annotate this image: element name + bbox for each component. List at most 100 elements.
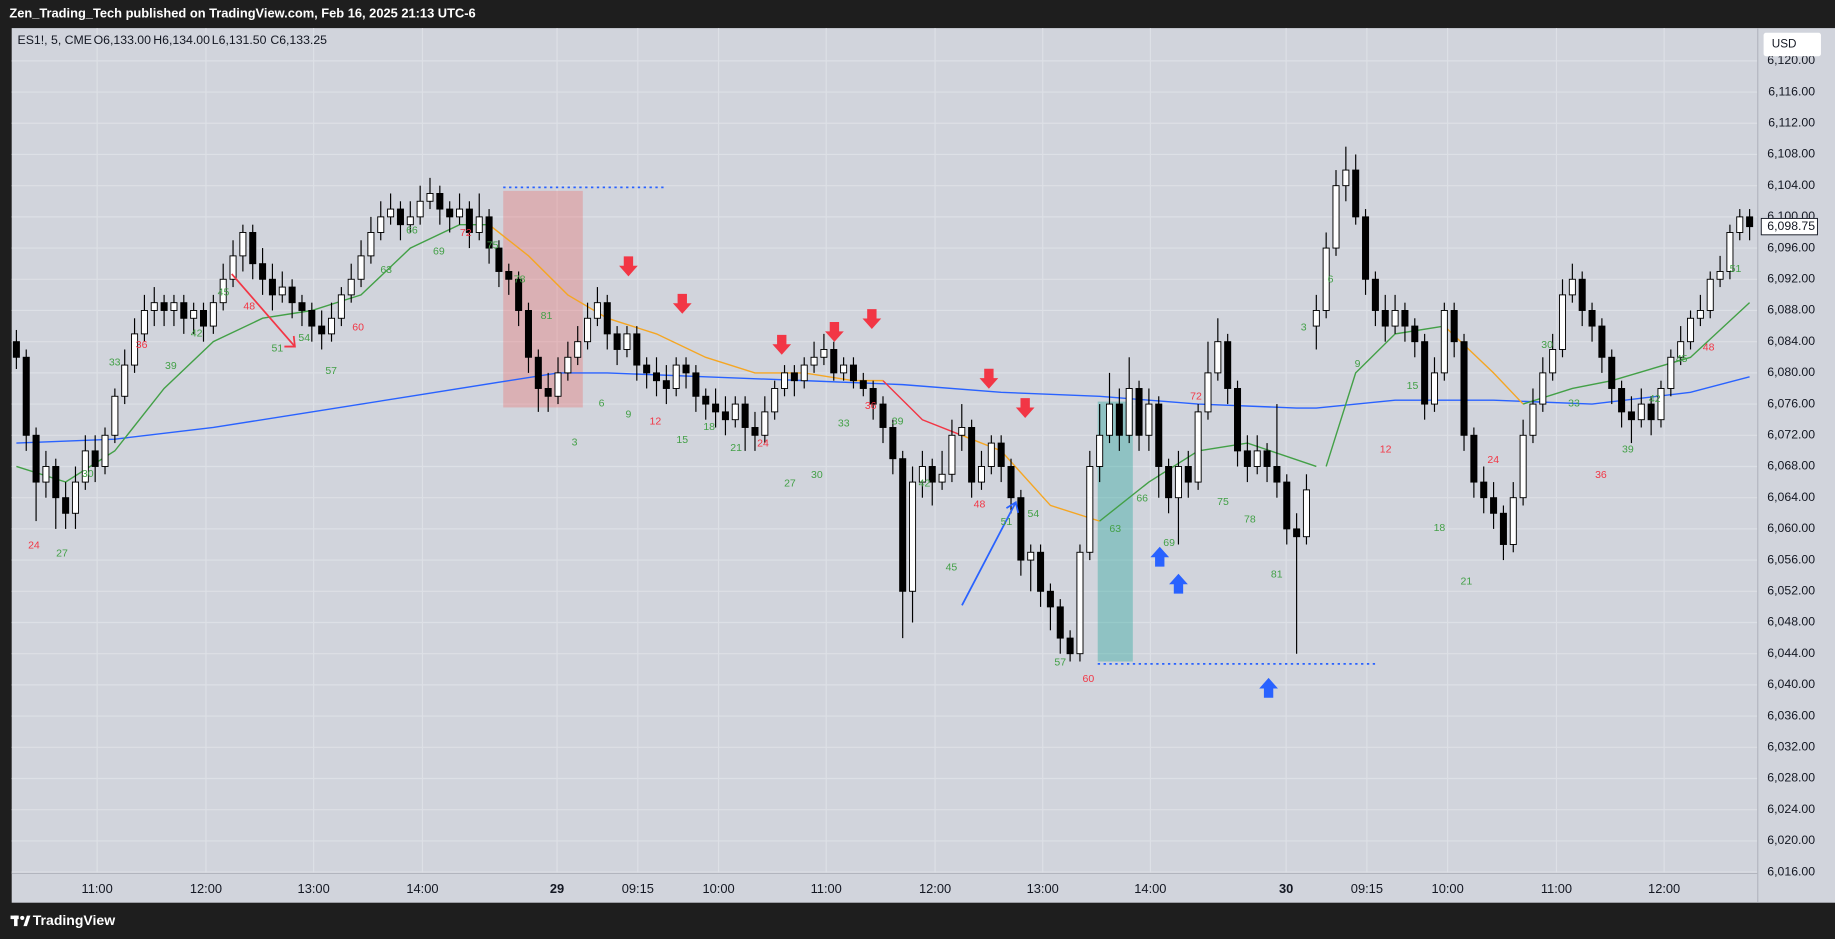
x-tick-label: 13:00	[298, 881, 330, 896]
bar-count-label: 9	[626, 408, 632, 420]
candle-body	[1145, 403, 1153, 436]
candle-body	[1125, 388, 1133, 436]
logo-part	[14, 915, 18, 927]
candle-body	[840, 364, 848, 374]
candle-body	[1716, 271, 1724, 280]
candle-body	[71, 481, 79, 514]
bar-count-label: 12	[1380, 443, 1392, 455]
candle-body	[101, 434, 109, 467]
ohlc-open: O6,133.00	[94, 33, 152, 47]
arrow-line	[231, 273, 296, 348]
candle-body	[633, 333, 641, 366]
candle-body	[958, 427, 966, 436]
bar-count-label: 36	[865, 400, 877, 412]
currency[interactable]: USD	[1772, 38, 1797, 51]
candle-body	[741, 403, 749, 428]
y-tick-label: 6,084.00	[1767, 334, 1815, 348]
x-tick-label: 14:00	[406, 881, 438, 896]
bar-count-label: 48	[974, 498, 986, 510]
candle-body	[160, 302, 168, 311]
bar-count-label: 36	[1595, 469, 1607, 481]
currency-box[interactable]	[1763, 32, 1821, 57]
bar-count-label: 57	[1054, 656, 1066, 668]
y-tick-label: 6,072.00	[1767, 428, 1815, 442]
bar-count-label: 30	[811, 469, 823, 481]
candle-body	[1312, 310, 1320, 327]
candle-body	[1450, 310, 1458, 343]
bar-count-label: 36	[136, 339, 148, 351]
candle-body	[347, 278, 355, 296]
brand: TradingView	[33, 912, 115, 928]
candle-body	[820, 349, 828, 358]
candle-body	[1401, 310, 1409, 327]
moving-average	[882, 380, 962, 436]
bar-count-label: 57	[325, 365, 337, 377]
candle-body	[1253, 450, 1261, 467]
moving-average	[488, 224, 883, 382]
bar-count-label: 72	[460, 227, 472, 239]
y-tick-label: 6,064.00	[1767, 490, 1815, 504]
candle-body	[209, 302, 217, 327]
x-tick-label: 11:00	[82, 881, 113, 896]
y-tick-label: 6,108.00	[1767, 147, 1815, 161]
bar-count-label: 15	[676, 434, 688, 446]
candle-body	[603, 302, 611, 335]
arrow-head	[1005, 500, 1020, 514]
bar-count-label: 24	[1487, 454, 1499, 466]
candle-body	[1302, 489, 1310, 538]
candle-body	[889, 427, 897, 460]
candle-body	[288, 286, 296, 304]
candle-body	[22, 356, 30, 436]
candle-body	[1096, 434, 1104, 467]
candle-body	[1470, 434, 1478, 483]
candle-body	[1263, 450, 1271, 467]
bar-count-label: 81	[1271, 569, 1283, 581]
bar-count-label: 42	[1649, 393, 1661, 405]
candle-body	[515, 278, 523, 311]
candle-body	[259, 263, 267, 280]
candle-body	[81, 450, 89, 483]
candle-body	[1214, 341, 1222, 374]
candle-body	[584, 317, 592, 343]
candle-body	[12, 341, 20, 358]
candle-body	[308, 310, 316, 327]
candle-body	[239, 232, 247, 257]
candle-body	[1086, 466, 1094, 553]
y-tick-label: 6,116.00	[1768, 84, 1815, 98]
candle-body	[879, 403, 887, 428]
candle-body	[869, 388, 877, 405]
candle-body	[495, 247, 503, 272]
bar-count-label: 45	[1676, 353, 1688, 365]
y-tick-label: 6,032.00	[1767, 740, 1815, 754]
bar-count-label: 30	[82, 468, 94, 480]
candle-body	[524, 310, 532, 358]
candle-body	[781, 372, 789, 389]
candle-body	[1598, 325, 1606, 358]
candle-body	[761, 411, 769, 436]
candle-body	[948, 434, 956, 475]
bar-count-label: 60	[1083, 673, 1095, 685]
bar-count-label: 60	[352, 322, 364, 334]
candle-body	[909, 481, 917, 592]
candle-body	[928, 466, 936, 483]
candle-body	[1184, 466, 1192, 483]
bar-count-label: 42	[919, 477, 931, 489]
y-tick-label: 6,068.00	[1767, 459, 1815, 473]
candle-body	[712, 403, 720, 413]
y-tick-label: 6,112.00	[1768, 116, 1815, 130]
bar-count-label: 18	[703, 421, 715, 433]
candle-body	[1627, 411, 1635, 421]
candle-body	[662, 380, 670, 389]
bar-count-label: 45	[946, 562, 958, 574]
bar-count-label: 39	[165, 360, 177, 372]
candle-body	[1027, 551, 1035, 561]
bar-count-label: 39	[892, 415, 904, 427]
symbol: ES1!, 5, CME	[18, 33, 92, 47]
candle-body	[771, 388, 779, 413]
candle-body	[830, 349, 838, 374]
candle-body	[1440, 310, 1448, 374]
candle-body	[456, 208, 464, 218]
y-tick-label: 6,036.00	[1767, 708, 1815, 722]
x-tick-label: 10:00	[702, 881, 734, 896]
candle-body	[318, 325, 326, 335]
